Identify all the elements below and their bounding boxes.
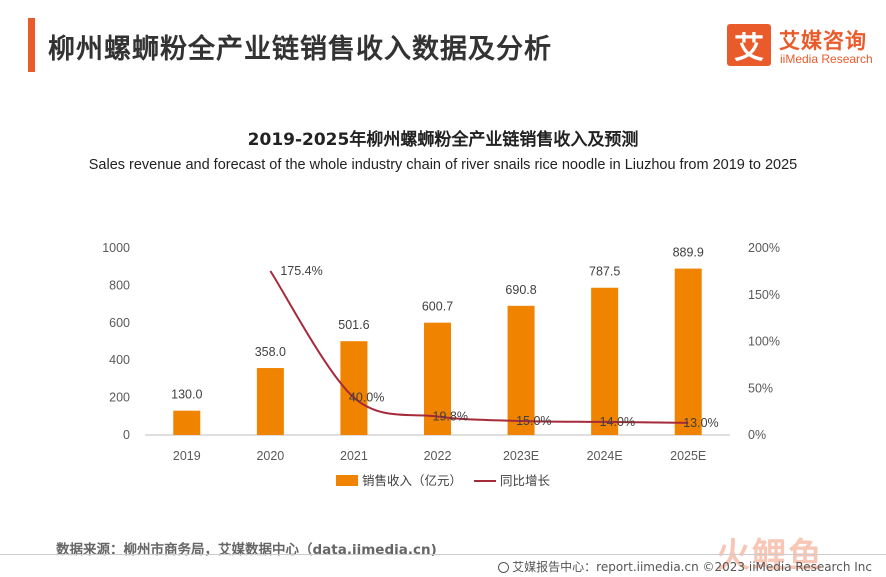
- y2-tick-label: 150%: [748, 288, 780, 302]
- x-tick-label: 2022: [424, 449, 452, 463]
- legend-label-growth: 同比增长: [500, 473, 551, 488]
- y-tick-label: 600: [109, 316, 130, 330]
- x-tick-label: 2020: [256, 449, 284, 463]
- brand-logo-cn: 艾媒咨询: [779, 29, 867, 53]
- bar-value-label: 358.0: [255, 345, 286, 359]
- y2-tick-label: 100%: [748, 335, 780, 349]
- x-tick-label: 2024E: [587, 449, 623, 463]
- brand-logo-mark: 艾: [727, 24, 771, 66]
- bar-value-label: 501.6: [338, 318, 369, 332]
- bar-value-label: 889.9: [673, 246, 704, 260]
- growth-value-label: 40.0%: [349, 391, 384, 405]
- watermark: 火鲤鱼: [716, 536, 824, 576]
- data-source: 数据来源：柳州市商务局，艾媒数据中心（data.iimedia.cn): [56, 542, 437, 558]
- footer-report: 艾媒报告中心：report.iimedia.cn ©2023 iiMedia R…: [498, 558, 872, 575]
- title-accent-bar: [28, 18, 35, 72]
- bar-value-label: 600.7: [422, 300, 453, 314]
- chart-title: 2019-2025年柳州螺蛳粉全产业链销售收入及预测: [247, 130, 639, 150]
- bar-value-label: 690.8: [505, 283, 536, 297]
- growth-value-label: 14.0%: [600, 415, 635, 429]
- legend-swatch-revenue: [336, 475, 358, 486]
- y-tick-label: 800: [109, 278, 130, 292]
- bar: [674, 268, 702, 435]
- y2-tick-label: 200%: [748, 241, 780, 255]
- chart-subtitle: Sales revenue and forecast of the whole …: [88, 157, 798, 173]
- bar: [507, 305, 535, 435]
- brand-logo-en: iiMedia Research: [780, 52, 873, 66]
- x-tick-label: 2019: [173, 449, 201, 463]
- footer-report-text: 艾媒报告中心：report.iimedia.cn ©2023 iiMedia R…: [512, 560, 872, 574]
- footer-divider: [0, 554, 886, 555]
- bar: [256, 368, 284, 435]
- x-tick-label: 2025E: [670, 449, 706, 463]
- y2-tick-label: 50%: [748, 381, 773, 395]
- page-title: 柳州螺蛳粉全产业链销售收入数据及分析: [48, 34, 552, 65]
- growth-value-label: 175.4%: [280, 264, 322, 278]
- x-tick-label: 2021: [340, 449, 368, 463]
- growth-value-label: 19.8%: [433, 409, 468, 423]
- bar-value-label: 787.5: [589, 265, 620, 279]
- y-tick-label: 200: [109, 391, 130, 405]
- globe-icon: [498, 562, 510, 573]
- y2-tick-label: 0%: [748, 428, 766, 442]
- y-tick-label: 400: [109, 353, 130, 367]
- bar: [173, 410, 201, 435]
- y-tick-label: 1000: [102, 241, 130, 255]
- legend-label-revenue: 销售收入（亿元）: [362, 473, 462, 488]
- growth-line: [269, 270, 689, 424]
- bar-value-label: 130.0: [171, 388, 202, 402]
- x-tick-label: 2023E: [503, 449, 539, 463]
- y-tick-label: 0: [123, 428, 130, 442]
- growth-value-label: 13.0%: [683, 416, 718, 430]
- bar: [591, 287, 619, 435]
- growth-value-label: 15.0%: [516, 414, 551, 428]
